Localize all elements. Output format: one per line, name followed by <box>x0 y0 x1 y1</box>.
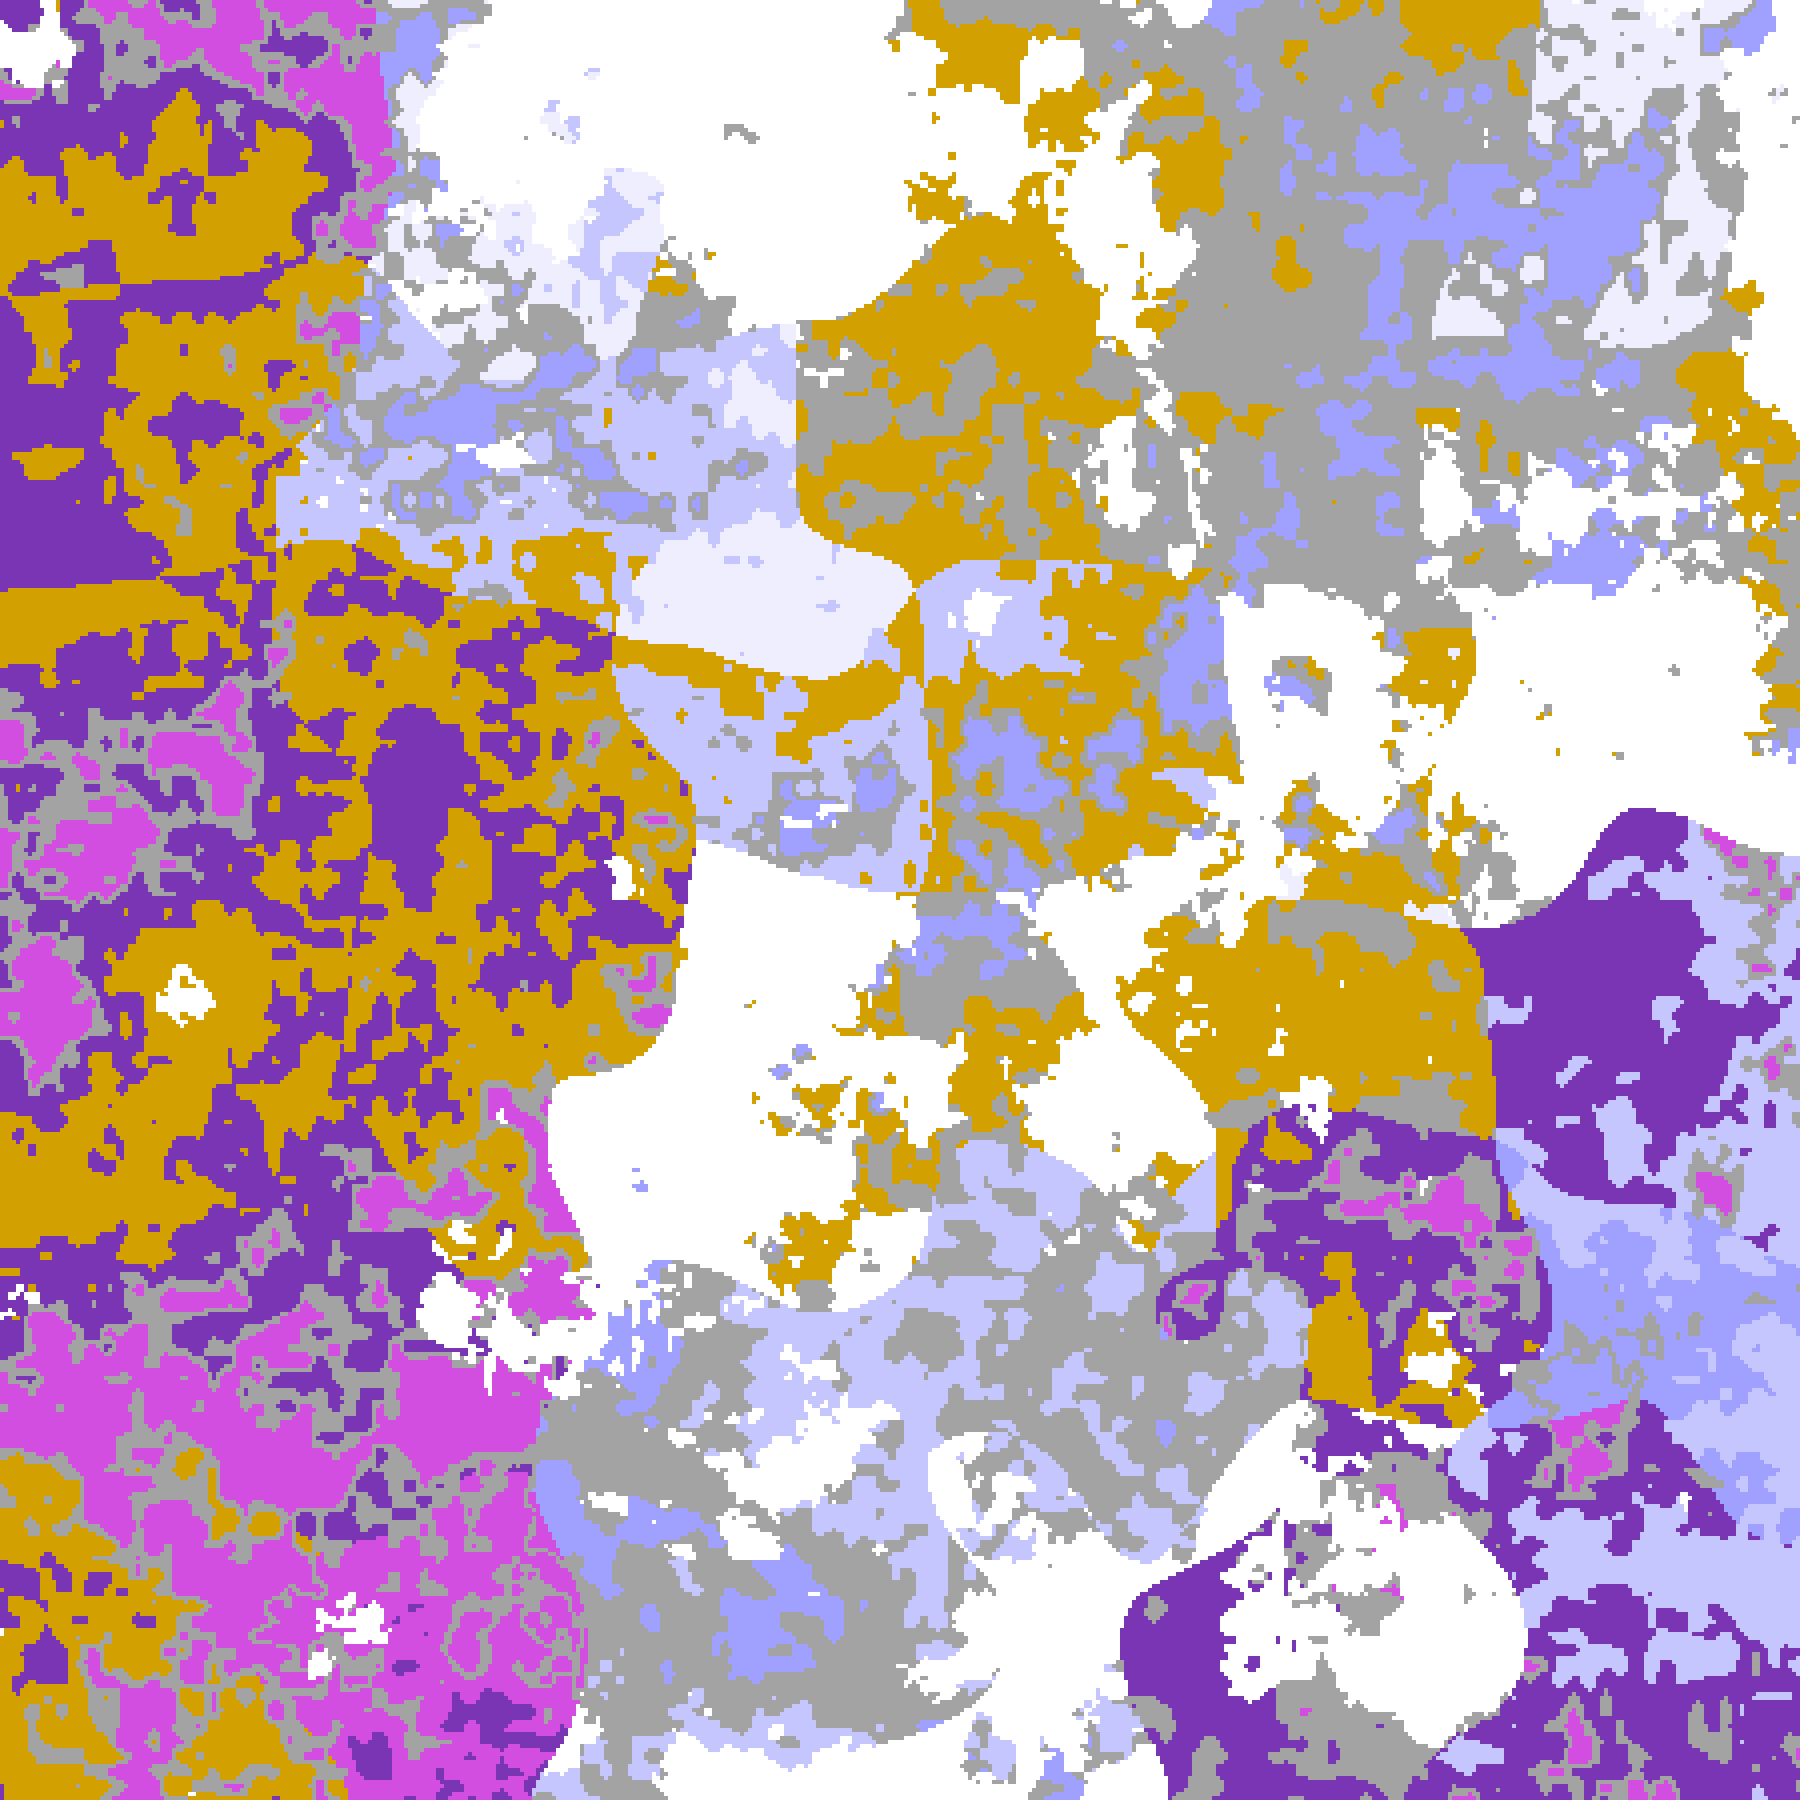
satellite-classification-map <box>0 0 1800 1800</box>
